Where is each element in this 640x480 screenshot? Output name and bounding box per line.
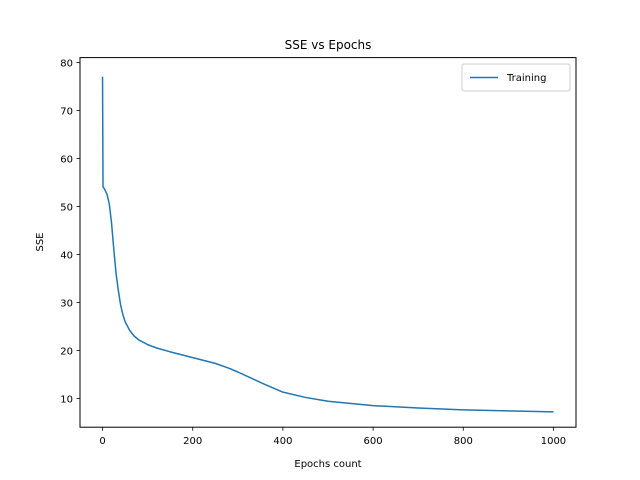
x-tick-label: 400 <box>273 436 292 447</box>
y-tick-label: 80 <box>60 58 73 69</box>
x-axis-label: Epochs count <box>294 459 361 470</box>
y-tick-label: 30 <box>60 298 73 309</box>
y-axis-label: SSE <box>35 232 46 251</box>
y-tick-label: 50 <box>60 202 73 213</box>
y-tick-label: 60 <box>60 154 73 165</box>
x-tick-label: 600 <box>364 436 383 447</box>
y-tick-label: 20 <box>60 346 73 357</box>
x-tick-label: 0 <box>99 436 105 447</box>
x-axis-ticks: 0 200 400 600 800 1000 <box>99 427 566 447</box>
plot-frame <box>79 57 577 428</box>
x-tick-label: 800 <box>454 436 473 447</box>
x-tick-label: 1000 <box>541 436 566 447</box>
x-tick-label: 200 <box>183 436 202 447</box>
y-tick-label: 40 <box>60 250 73 261</box>
y-tick-label: 70 <box>60 106 73 117</box>
legend: Training <box>461 63 571 92</box>
series-layer <box>101 76 554 413</box>
legend-label-training: Training <box>506 73 546 84</box>
series-line-training <box>101 76 554 413</box>
legend-box <box>461 63 571 92</box>
y-tick-label: 10 <box>60 394 73 405</box>
plot-area <box>80 57 576 428</box>
chart-title: SSE vs Epochs <box>285 38 372 52</box>
y-axis-ticks: 10 20 30 40 50 60 70 80 <box>60 58 80 405</box>
